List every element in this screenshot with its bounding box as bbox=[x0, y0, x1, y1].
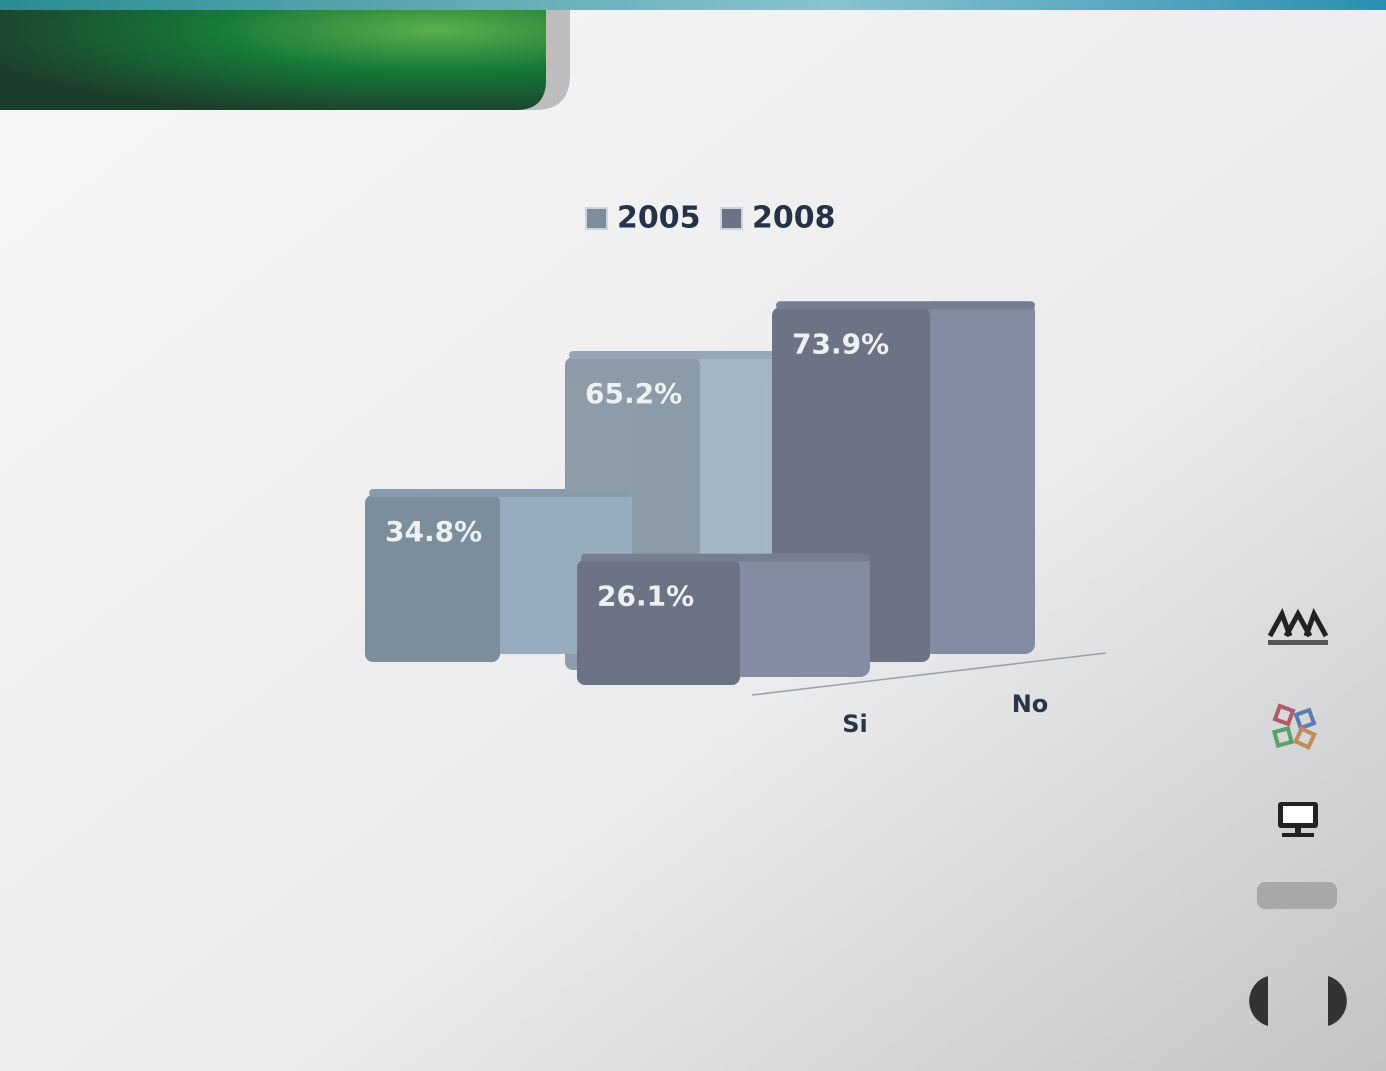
value-label: 26.1% bbox=[597, 580, 694, 613]
logo-uam[interactable] bbox=[1267, 607, 1329, 645]
value-label: 65.2% bbox=[585, 377, 682, 410]
bar-side bbox=[922, 301, 1035, 654]
header-banner bbox=[0, 10, 546, 110]
legend-label: 2008 bbox=[752, 201, 836, 236]
computer-icon[interactable] bbox=[1278, 802, 1318, 837]
top-stripe bbox=[0, 0, 1386, 10]
logo-colors[interactable] bbox=[1271, 703, 1317, 750]
legend-label: 2005 bbox=[617, 201, 701, 236]
bar-top bbox=[581, 553, 870, 562]
x-axis-line bbox=[751, 652, 1107, 696]
legend-swatch bbox=[720, 207, 743, 230]
bar-side bbox=[732, 553, 870, 677]
legend-swatch bbox=[585, 207, 608, 230]
bar-top bbox=[369, 488, 632, 497]
x-tick-label: Si bbox=[842, 710, 868, 738]
bar bbox=[577, 553, 870, 685]
menu-button[interactable] bbox=[1257, 882, 1337, 909]
prev-button[interactable] bbox=[1249, 976, 1268, 1026]
bar-top bbox=[776, 301, 1035, 310]
bar-front bbox=[577, 559, 740, 685]
bar-front bbox=[365, 494, 500, 662]
next-button[interactable] bbox=[1328, 976, 1347, 1026]
value-label: 34.8% bbox=[385, 515, 482, 548]
x-tick-label: No bbox=[1012, 690, 1049, 718]
value-label: 73.9% bbox=[792, 327, 889, 360]
bar-top bbox=[569, 351, 812, 360]
